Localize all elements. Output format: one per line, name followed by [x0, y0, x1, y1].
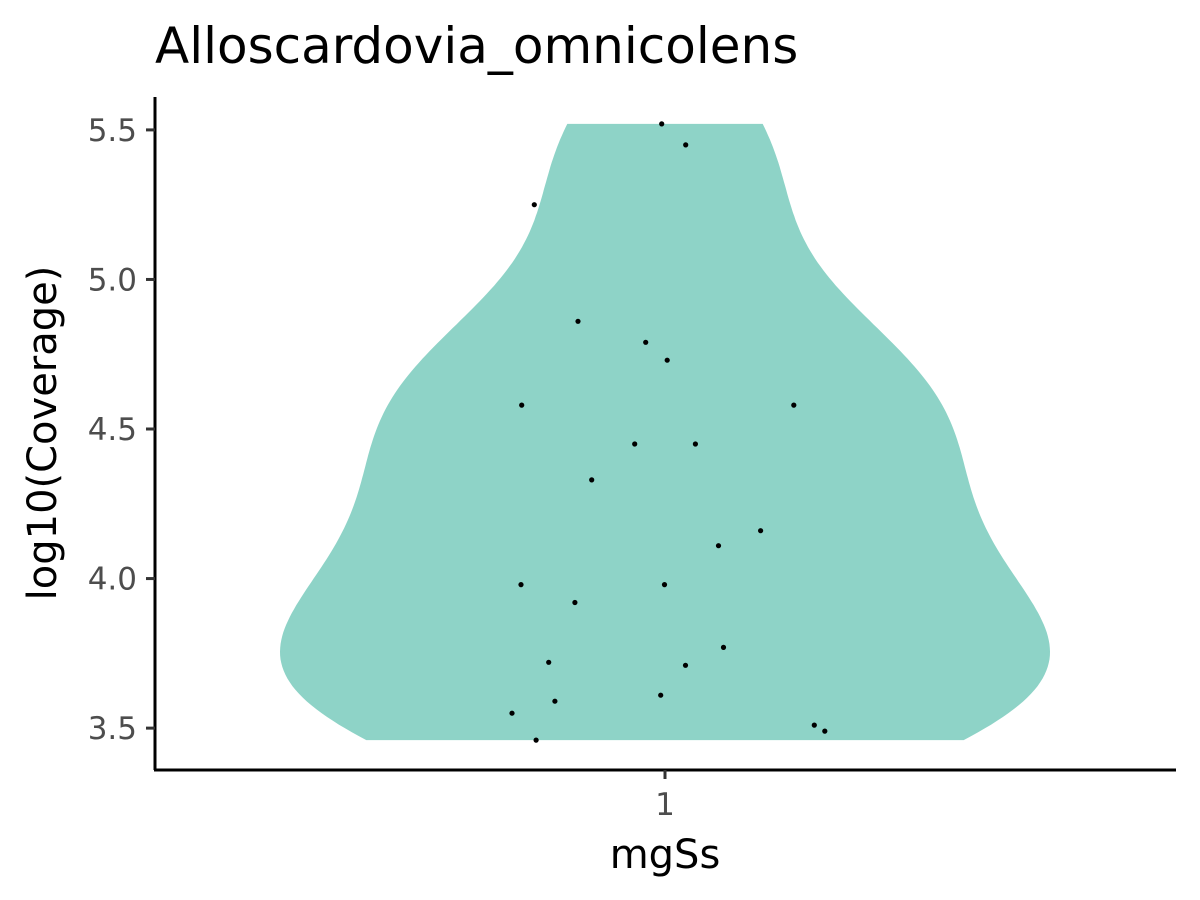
data-point	[659, 121, 665, 127]
data-point	[546, 659, 552, 665]
data-point	[692, 441, 699, 447]
data-point	[572, 599, 578, 606]
data-point	[811, 722, 817, 728]
data-point	[715, 543, 722, 549]
data-point	[531, 202, 537, 208]
x-axis-title: mgSs	[610, 832, 721, 878]
data-point	[533, 737, 539, 743]
data-point	[552, 698, 558, 704]
data-point	[822, 728, 828, 734]
data-point	[720, 644, 727, 651]
data-point	[519, 402, 525, 408]
data-point	[682, 662, 689, 668]
chart-title: Alloscardovia_omnicolens	[155, 17, 798, 75]
x-tick-label: 1	[655, 787, 675, 823]
violin-shape	[280, 123, 1050, 741]
y-tick-label: 5.5	[88, 113, 137, 149]
y-tick-label: 4.0	[88, 562, 137, 598]
data-point	[661, 582, 668, 588]
x-axis-ticks: 1	[655, 770, 675, 823]
data-point	[509, 710, 515, 716]
data-point	[575, 318, 581, 324]
data-point	[589, 477, 595, 483]
jitter-points	[509, 121, 828, 743]
data-point	[643, 339, 649, 345]
plot-area	[280, 121, 1050, 743]
y-tick-label: 4.5	[88, 412, 137, 448]
y-axis-title: log10(Coverage)	[20, 266, 66, 601]
data-point	[658, 692, 664, 698]
data-point	[791, 402, 797, 408]
y-axis-ticks: 3.5 4.0 4.5 5.0 5.5	[88, 113, 155, 747]
data-point	[664, 357, 670, 363]
data-point	[758, 528, 764, 534]
data-point	[632, 441, 638, 447]
y-tick-label: 5.0	[88, 262, 137, 298]
data-point	[683, 142, 689, 148]
data-point	[518, 582, 524, 588]
y-tick-label: 3.5	[88, 711, 137, 747]
